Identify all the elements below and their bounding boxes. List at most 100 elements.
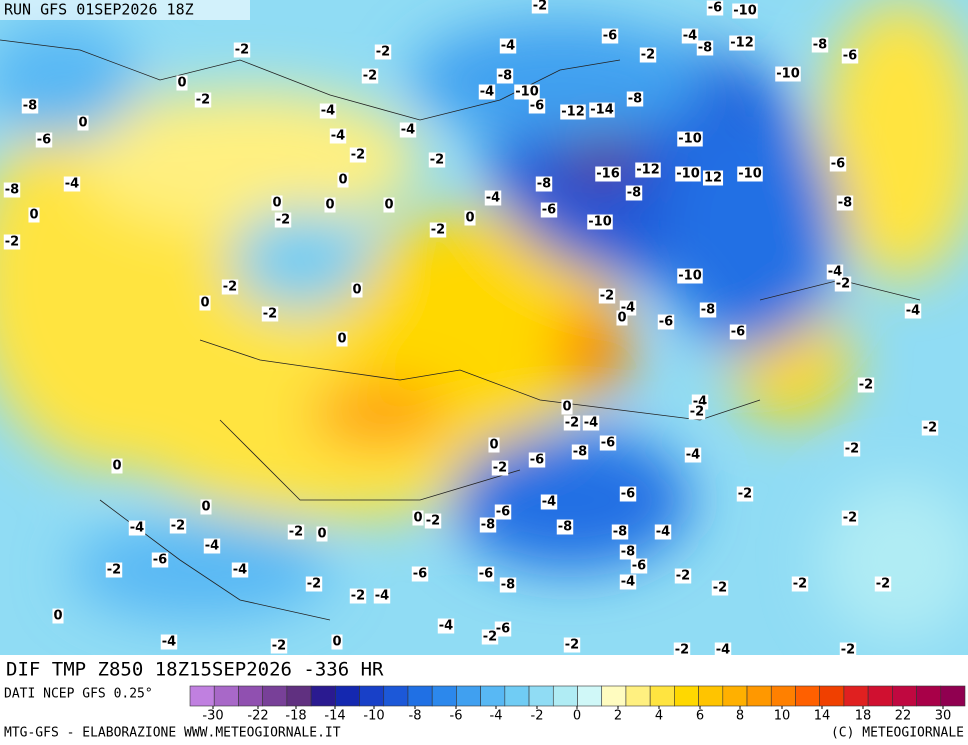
label-bg	[639, 47, 657, 63]
label-bg	[611, 524, 629, 540]
label-bg	[52, 608, 64, 624]
contour-label: 0	[272, 196, 281, 211]
label-bg	[494, 621, 512, 637]
colorbar-swatch	[189, 685, 215, 707]
label-bg	[560, 104, 586, 120]
label-bg	[531, 0, 549, 14]
label-bg	[706, 0, 724, 16]
label-bg	[361, 68, 379, 84]
label-bg	[616, 310, 628, 326]
copyright: (C) METEOGIORNALE	[831, 726, 964, 741]
contour-label: -10	[733, 4, 757, 19]
contour-label: -8	[498, 69, 512, 84]
contour-label: -2	[845, 442, 859, 457]
colorbar-swatch	[770, 685, 796, 707]
label-bg	[598, 288, 616, 304]
label-bg	[696, 40, 714, 56]
field	[0, 0, 968, 655]
label-bg	[904, 303, 922, 319]
contour-label: -10	[738, 167, 762, 182]
contour-label: -2	[307, 577, 321, 592]
contour-label: 0	[29, 208, 38, 223]
label-bg	[105, 562, 123, 578]
contour-label: -2	[738, 487, 752, 502]
contour-label: -8	[613, 525, 627, 540]
colorbar-swatch	[819, 685, 845, 707]
contour-label: -4	[162, 635, 176, 650]
contour-label: -8	[813, 38, 827, 53]
colorbar-swatch	[916, 685, 942, 707]
label-bg	[3, 234, 21, 250]
contour-label: -8	[573, 445, 587, 460]
colorbar-label: -8	[409, 709, 422, 724]
colorbar-swatch	[552, 685, 578, 707]
contour-label: -2	[430, 153, 444, 168]
label-bg	[28, 207, 40, 223]
colorbar-label: 8	[736, 709, 744, 724]
title-box	[0, 655, 460, 685]
contour-label: -2	[483, 630, 497, 645]
contour-label: -4	[233, 563, 247, 578]
label-bg	[619, 486, 637, 502]
colorbar-swatch	[577, 685, 603, 707]
contour-label: -8	[627, 186, 641, 201]
contour-label: -2	[841, 643, 855, 658]
contour-label: 0	[177, 76, 186, 91]
contour-label: -16	[596, 167, 620, 182]
colorbar-swatch	[431, 685, 457, 707]
label-bg	[563, 637, 581, 653]
contour-label: 0	[489, 438, 498, 453]
contour-label: -6	[530, 99, 544, 114]
contour-label: -6	[708, 1, 722, 16]
contour-label: -2	[376, 45, 390, 60]
label-bg	[337, 172, 349, 188]
contour-label: -4	[65, 177, 79, 192]
label-bg	[729, 35, 755, 51]
colorbar-swatch	[649, 685, 675, 707]
label-bg	[540, 494, 558, 510]
contour-label: -6	[621, 487, 635, 502]
contour-label: -6	[496, 622, 510, 637]
contour-label: -2	[859, 378, 873, 393]
header-box	[0, 0, 250, 20]
label-bg	[630, 558, 648, 574]
colorbar-label: 30	[935, 709, 952, 724]
label-bg	[595, 166, 621, 182]
label-bg	[681, 28, 699, 44]
label-bg	[675, 166, 701, 182]
contour-label: -4	[331, 129, 345, 144]
contour-label: -4	[439, 619, 453, 634]
contour-label: -2	[276, 213, 290, 228]
contour-label: -2	[843, 511, 857, 526]
contour-label: -4	[542, 495, 556, 510]
label-bg	[324, 197, 336, 213]
colorbar-label: 4	[655, 709, 663, 724]
colorbar-swatch	[359, 685, 385, 707]
label-bg	[619, 574, 637, 590]
colorbar-label: 6	[696, 709, 704, 724]
contour-label: -8	[481, 518, 495, 533]
contour-label: -6	[632, 559, 646, 574]
label-bg	[349, 588, 367, 604]
label-bg	[775, 66, 801, 82]
source: DATI NCEP GFS 0.25°	[4, 687, 153, 702]
contour-label: -8	[537, 177, 551, 192]
contour-label: -8	[5, 183, 19, 198]
label-bg	[921, 420, 939, 436]
contour-label: 0	[200, 296, 209, 311]
label-bg	[477, 566, 495, 582]
colorbar-swatch	[867, 685, 893, 707]
colorbar-label: 14	[814, 709, 831, 724]
label-bg	[329, 128, 347, 144]
contour-label: 0	[332, 635, 341, 650]
colorbar-swatch	[674, 685, 699, 707]
contour-label: -2	[713, 581, 727, 596]
label-bg	[563, 415, 581, 431]
contour-label: 0	[317, 527, 326, 542]
contour-label: 12	[704, 171, 722, 186]
label-bg	[619, 544, 637, 560]
label-bg	[437, 618, 455, 634]
label-bg	[699, 302, 717, 318]
label-bg	[494, 504, 512, 520]
label-bg	[331, 634, 343, 650]
